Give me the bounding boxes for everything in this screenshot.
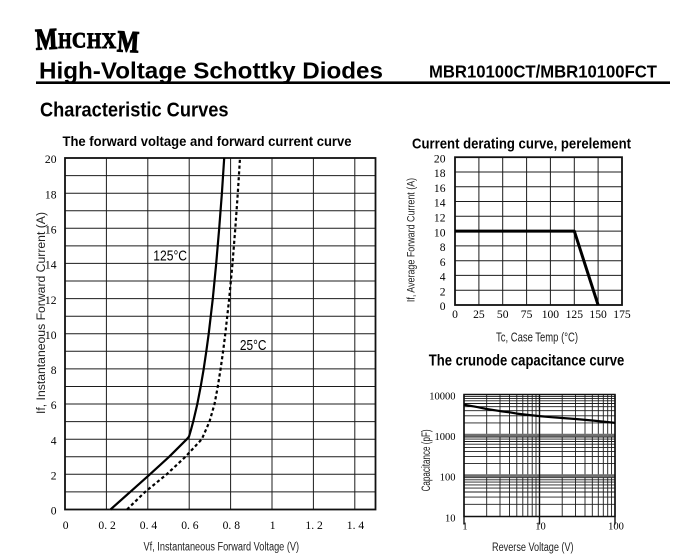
svg-text:6: 6 (51, 399, 57, 412)
svg-text:The forward voltage and forwar: The forward voltage and forward current … (63, 134, 352, 149)
svg-text:25°C: 25°C (240, 337, 267, 354)
svg-text:0. 2: 0. 2 (98, 519, 116, 532)
svg-text:4: 4 (440, 271, 446, 284)
svg-text:M: M (116, 24, 140, 59)
svg-text:10: 10 (535, 522, 546, 533)
svg-text:0. 6: 0. 6 (181, 519, 199, 532)
svg-text:10: 10 (445, 513, 456, 524)
svg-text:4: 4 (51, 434, 57, 447)
svg-text:2: 2 (51, 470, 57, 483)
svg-text:175: 175 (613, 308, 631, 321)
svg-text:10: 10 (45, 329, 57, 342)
svg-text:If, Instantaneous Forward Curr: If, Instantaneous Forward Current (A) (36, 212, 48, 414)
svg-text:100: 100 (608, 522, 624, 533)
svg-text:1. 2: 1. 2 (305, 519, 323, 532)
svg-text:12: 12 (434, 212, 446, 225)
svg-text:If, Average Forward Current (A: If, Average Forward Current (A) (406, 178, 418, 302)
svg-text:Reverse Voltage (V): Reverse Voltage (V) (492, 542, 574, 554)
svg-text:High-Voltage Schottky Diodes: High-Voltage Schottky Diodes (39, 57, 383, 83)
svg-text:0. 4: 0. 4 (140, 519, 158, 532)
svg-text:2: 2 (440, 285, 446, 298)
svg-text:18: 18 (434, 167, 446, 180)
svg-text:1. 4: 1. 4 (347, 519, 365, 532)
svg-text:18: 18 (45, 188, 57, 201)
svg-text:100: 100 (440, 473, 456, 484)
svg-text:1: 1 (462, 522, 467, 533)
svg-text:H: H (87, 28, 101, 53)
svg-text:25: 25 (473, 308, 485, 321)
svg-text:Vf, Instantaneous Forward Volt: Vf, Instantaneous Forward Voltage (V) (144, 542, 300, 554)
svg-text:16: 16 (434, 182, 446, 195)
svg-text:0: 0 (440, 300, 446, 313)
svg-text:1: 1 (270, 519, 276, 532)
svg-text:12: 12 (45, 294, 57, 307)
svg-text:0: 0 (452, 308, 458, 321)
svg-text:1000: 1000 (435, 432, 456, 443)
svg-text:8: 8 (440, 241, 446, 254)
svg-text:6: 6 (440, 256, 446, 269)
svg-text:100: 100 (542, 308, 560, 321)
svg-text:X: X (102, 28, 116, 53)
svg-text:H: H (58, 28, 71, 53)
svg-text:10000: 10000 (429, 391, 455, 402)
svg-text:16: 16 (45, 224, 57, 237)
svg-text:14: 14 (45, 259, 57, 272)
svg-text:125°C: 125°C (153, 248, 187, 265)
svg-text:C: C (72, 28, 86, 53)
svg-text:75: 75 (521, 308, 533, 321)
svg-text:0. 8: 0. 8 (223, 519, 241, 532)
svg-text:0: 0 (63, 519, 69, 532)
svg-text:10: 10 (434, 226, 446, 239)
svg-text:20: 20 (45, 153, 57, 166)
svg-text:8: 8 (51, 364, 57, 377)
svg-text:MBR10100CT/MBR10100FCT: MBR10100CT/MBR10100FCT (429, 62, 657, 82)
svg-text:150: 150 (589, 308, 607, 321)
svg-text:The crunode capacitance curve: The crunode capacitance curve (429, 353, 625, 370)
svg-text:M: M (35, 22, 58, 56)
svg-text:Tc, Case Temp (°C): Tc, Case Temp (°C) (496, 331, 578, 345)
svg-text:14: 14 (434, 197, 446, 210)
svg-text:Current derating curve, perele: Current derating curve, perelement (412, 136, 631, 153)
svg-text:125: 125 (566, 308, 584, 321)
svg-text:Capacitance (pF): Capacitance (pF) (421, 429, 433, 491)
svg-text:0: 0 (51, 505, 57, 518)
svg-text:50: 50 (497, 308, 509, 321)
svg-text:Characteristic Curves: Characteristic Curves (40, 100, 229, 122)
svg-text:20: 20 (434, 152, 446, 165)
